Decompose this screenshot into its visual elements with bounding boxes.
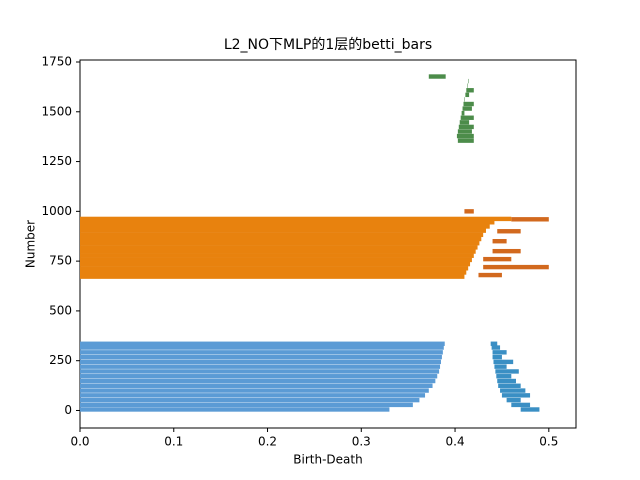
y-tick-label: 1500 — [41, 104, 72, 118]
y-tick-label: 750 — [49, 254, 72, 268]
chart-title: L2_NO下MLP的1层的betti_bars — [224, 37, 432, 53]
betti-bar — [463, 101, 474, 107]
betti-bar — [466, 88, 474, 93]
x-tick-label: 0.0 — [70, 435, 89, 449]
betti-bar — [506, 397, 521, 403]
betti-bar — [458, 124, 474, 130]
betti-bar — [511, 217, 549, 222]
betti-bar — [498, 383, 521, 388]
betti-bar — [465, 92, 470, 98]
y-tick-label: 500 — [49, 303, 72, 317]
y-tick-label: 1250 — [41, 154, 72, 168]
betti-bar — [511, 402, 531, 408]
betti-bar — [80, 350, 443, 355]
betti-bar — [80, 274, 465, 279]
betti-bar — [492, 354, 502, 360]
betti-bar — [428, 74, 446, 79]
betti-bar — [80, 257, 472, 263]
y-tick-label: 1750 — [41, 54, 72, 68]
betti-bar — [492, 350, 507, 355]
betti-bar — [80, 407, 390, 412]
x-tick-label: 0.4 — [446, 435, 465, 449]
betti-bar — [496, 374, 512, 379]
betti-bar — [467, 83, 468, 88]
betti-bar — [495, 369, 519, 374]
betti-bar — [80, 249, 476, 254]
betti-bar — [80, 374, 438, 379]
betti-bar — [464, 97, 465, 102]
betti-bar — [80, 220, 495, 225]
y-tick-label: 250 — [49, 353, 72, 367]
betti-bar — [500, 388, 526, 393]
betti-bar — [478, 272, 502, 278]
x-tick-label: 0.2 — [258, 435, 277, 449]
y-axis-label: Number — [24, 220, 38, 268]
betti-bar — [80, 216, 512, 222]
betti-bar — [80, 232, 484, 238]
betti-bar — [492, 248, 521, 254]
betti-bar — [497, 229, 521, 234]
betti-bar — [492, 239, 507, 244]
betti-bar — [457, 138, 474, 143]
betti-bar — [80, 224, 490, 229]
x-axis-label: Birth-Death — [293, 453, 362, 467]
betti-bar — [80, 369, 440, 374]
betti-bar — [460, 115, 474, 120]
betti-bar — [80, 341, 445, 346]
betti-bar — [494, 364, 507, 369]
betti-bar — [80, 241, 480, 246]
betti-bar — [459, 120, 470, 125]
betti-bar — [80, 402, 413, 408]
betti-bar — [80, 261, 471, 267]
betti-bar — [493, 359, 514, 365]
y-tick-label: 1000 — [41, 204, 72, 218]
betti-bar — [80, 253, 474, 258]
betti-bar — [80, 359, 441, 365]
x-tick-label: 0.3 — [352, 435, 371, 449]
betti-bar — [80, 364, 441, 369]
betti-bar — [468, 78, 469, 84]
betti-bar — [464, 209, 474, 214]
betti-bar — [80, 393, 426, 398]
betti-bar — [80, 245, 478, 250]
betti-bar — [80, 228, 486, 233]
betti-bar — [80, 378, 436, 384]
betti-bar — [80, 354, 442, 360]
betti-bar — [80, 388, 429, 393]
y-tick-label: 0 — [64, 403, 72, 417]
betti-bar — [462, 106, 472, 111]
betti-bar — [80, 383, 433, 388]
betti-bar — [520, 407, 540, 412]
betti-bar — [456, 133, 474, 139]
betti-bar — [80, 236, 482, 242]
betti-bar — [501, 393, 531, 398]
betti-bar — [497, 378, 516, 384]
betti-bar — [491, 345, 501, 350]
x-tick-label: 0.1 — [164, 435, 183, 449]
x-tick-label: 0.5 — [539, 435, 558, 449]
betti-bar — [483, 256, 512, 262]
betti-bar — [483, 264, 549, 270]
betti-bar — [80, 397, 420, 403]
betti-bar — [457, 129, 472, 134]
betti-bar — [80, 266, 469, 271]
betti-bar — [461, 110, 465, 116]
betti-bar — [80, 345, 444, 350]
betti-bar — [80, 270, 467, 275]
betti-bar — [490, 341, 498, 346]
